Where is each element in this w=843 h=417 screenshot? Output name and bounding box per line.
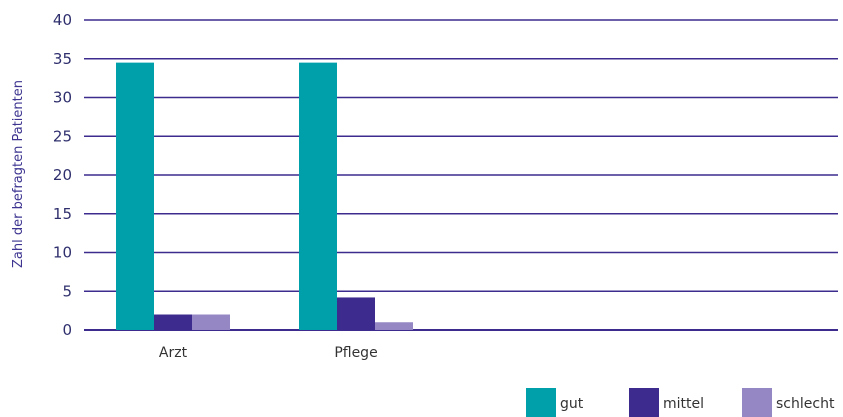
y-tick-label: 5 <box>62 282 72 300</box>
y-tick-label: 35 <box>53 50 72 68</box>
y-tick-label: 30 <box>53 89 72 107</box>
y-tick-label: 15 <box>53 205 72 223</box>
y-tick-label: 25 <box>53 127 72 145</box>
bar-schlecht-pflege <box>375 322 413 330</box>
bar-schlecht-arzt <box>192 314 230 330</box>
legend: gut mittel schlecht <box>526 388 835 417</box>
legend-swatch-schlecht <box>742 388 772 417</box>
bars <box>116 62 413 330</box>
y-tick-labels: 0 5 10 15 20 25 30 35 40 <box>53 11 72 339</box>
legend-label-schlecht: schlecht <box>776 396 835 412</box>
legend-label-mittel: mittel <box>663 396 704 412</box>
legend-swatch-mittel <box>629 388 659 417</box>
y-axis-title: Zahl der befragten Patienten <box>11 80 26 268</box>
bar-gut-pflege <box>299 62 337 330</box>
y-tick-label: 0 <box>62 321 72 339</box>
y-tick-label: 40 <box>53 11 72 29</box>
gridlines <box>84 19 838 331</box>
legend-swatch-gut <box>526 388 556 417</box>
bar-mittel-arzt <box>154 314 192 330</box>
category-label: Pflege <box>334 345 377 361</box>
bar-mittel-pflege <box>337 297 375 330</box>
y-tick-label: 20 <box>53 166 72 184</box>
category-labels: Arzt Pflege <box>159 345 378 361</box>
bar-gut-arzt <box>116 62 154 330</box>
category-label: Arzt <box>159 345 188 361</box>
legend-label-gut: gut <box>560 396 584 412</box>
y-tick-label: 10 <box>53 244 72 262</box>
